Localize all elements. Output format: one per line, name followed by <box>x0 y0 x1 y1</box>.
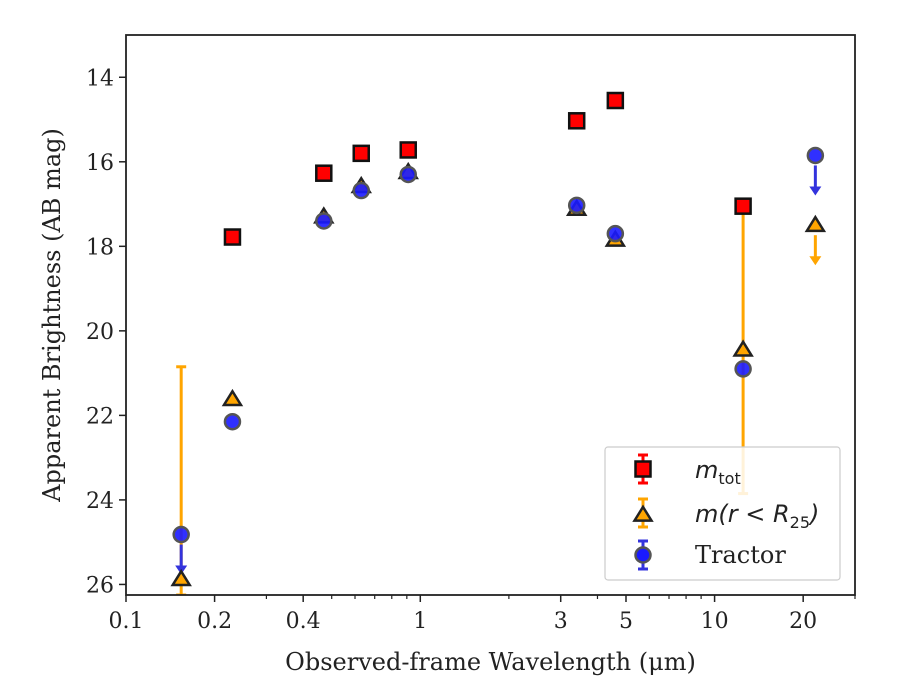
y-tick-label: 24 <box>86 489 114 514</box>
r25-limit-arrow-head <box>809 256 822 266</box>
legend-mtot-label: mtot <box>695 456 741 488</box>
axes: 0.1 0.2 0.4 1 3 5 10 20 14 16 18 20 22 24 26 <box>86 34 856 634</box>
tractor-limit-arrow-head <box>809 186 822 196</box>
legend-r25-label: m(r < R25) <box>695 500 819 532</box>
x-tick-label: 20 <box>789 609 817 634</box>
x-tick-label: 0.1 <box>109 609 144 634</box>
legend-frame <box>604 446 841 581</box>
mtot-point <box>567 112 586 130</box>
y-tick-label: 14 <box>86 66 114 91</box>
legend-mtot-marker <box>634 460 652 478</box>
mtot-point <box>399 141 417 159</box>
r25-point <box>732 339 754 357</box>
x-tick-label: 1 <box>413 609 427 634</box>
x-tick-label: 0.4 <box>286 609 321 634</box>
tractor-point <box>606 224 625 243</box>
mtot-point <box>223 228 242 246</box>
axes-frame <box>125 34 856 596</box>
mtot-point <box>606 91 625 110</box>
r25-point <box>170 568 192 587</box>
y-axis-label: Apparent Brightness (AB mag) <box>38 128 66 503</box>
r25-point <box>221 388 244 407</box>
mtot-point <box>352 144 370 163</box>
x-tick-label: 5 <box>619 609 633 634</box>
mtot-point <box>734 197 752 215</box>
legend-tractor-marker <box>634 546 652 564</box>
tractor-point <box>223 412 242 431</box>
tractor-point <box>734 360 752 378</box>
y-tick-label: 20 <box>86 320 114 345</box>
tractor-point <box>352 181 370 200</box>
tractor-point <box>172 525 190 544</box>
mtot-point <box>315 164 333 182</box>
tractor-point <box>806 146 825 165</box>
tractor-point <box>315 212 333 230</box>
tractor-point <box>399 165 417 184</box>
x-tick-label: 3 <box>554 609 568 634</box>
y-tick-label: 22 <box>86 404 114 429</box>
legend-r25-marker <box>632 504 654 522</box>
plot-area <box>170 91 827 595</box>
legend-tractor-label: Tractor <box>695 541 786 569</box>
tractor-point <box>567 196 586 215</box>
x-axis-label: Observed-frame Wavelength (μm) <box>285 648 696 676</box>
y-tick-label: 18 <box>86 235 114 260</box>
y-tick-label: 26 <box>86 573 114 598</box>
legend: mtot m(r < R25) Tractor <box>604 446 841 581</box>
x-tick-label: 10 <box>701 609 729 634</box>
plot-content <box>170 91 827 595</box>
x-tick-label: 0.2 <box>197 609 232 634</box>
r25-point <box>804 214 827 233</box>
y-tick-label: 16 <box>86 151 114 176</box>
